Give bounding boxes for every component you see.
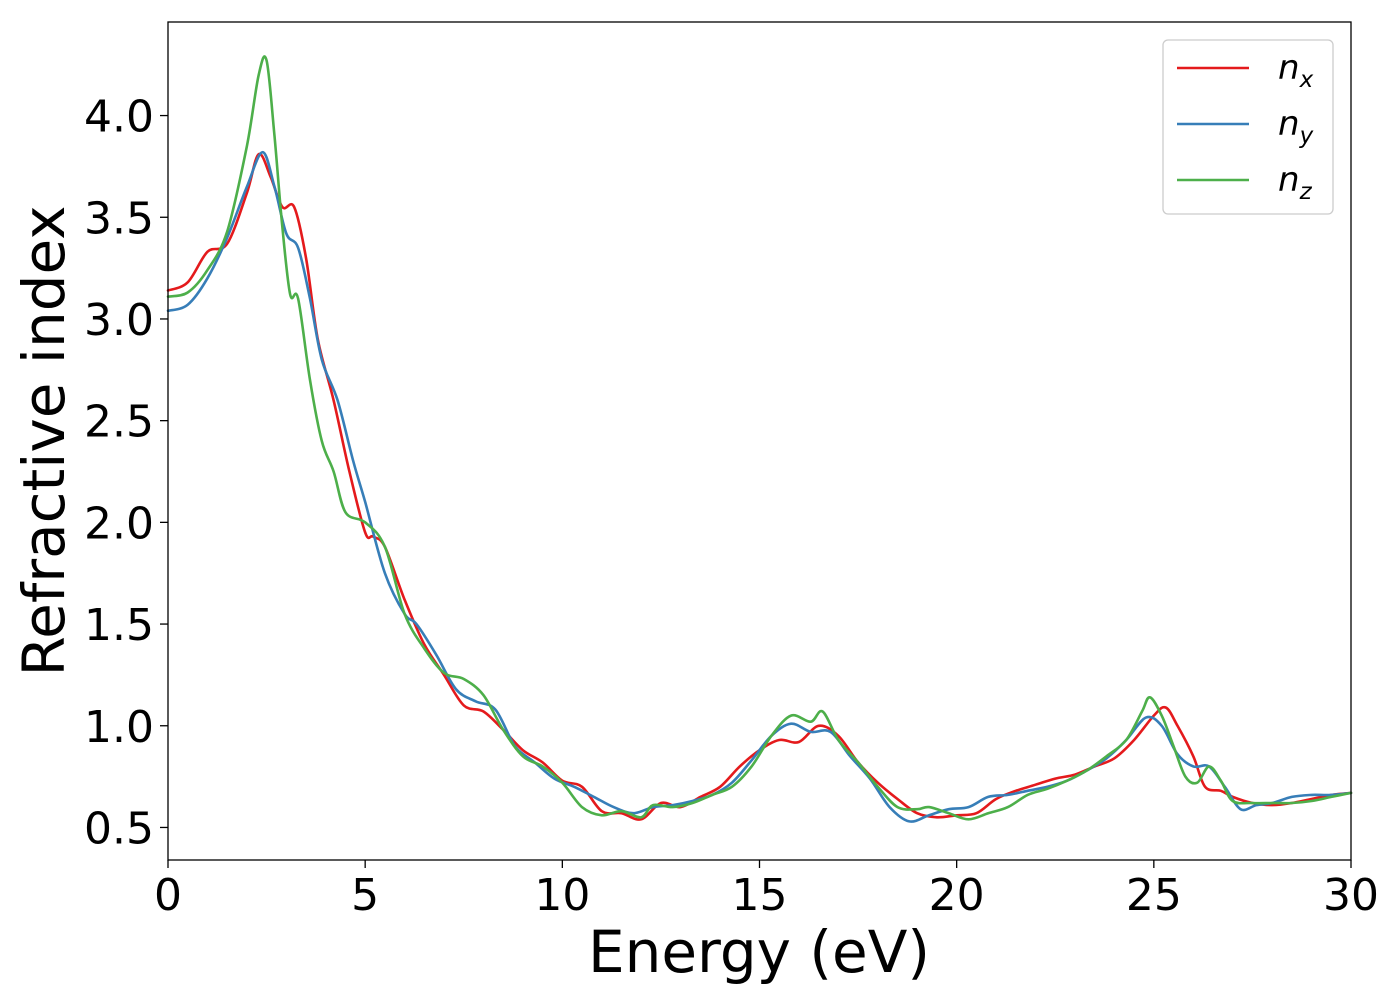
y-axis-ticks: 0.5 1.0 1.5 2.0 2.5 3.0 3.5 4.0	[84, 92, 168, 854]
legend-label-n-x: nx	[1278, 48, 1314, 93]
x-tick-label: 15	[732, 870, 788, 921]
legend-label-n-y: ny	[1278, 104, 1314, 149]
legend-box	[1162, 39, 1334, 215]
y-tick-label: 2.5	[84, 397, 154, 448]
y-tick-label: 2.0	[84, 498, 154, 549]
y-tick-label: 1.5	[84, 600, 154, 651]
legend: nx ny nz	[1162, 39, 1334, 215]
x-tick-label: 10	[534, 870, 590, 921]
series-line-n-y	[166, 150, 1353, 823]
x-tick-label: 5	[351, 870, 379, 921]
y-tick-label: 4.0	[84, 92, 154, 143]
x-tick-label: 30	[1323, 870, 1379, 921]
y-tick-label: 0.5	[84, 803, 154, 854]
y-tick-label: 3.5	[84, 193, 154, 244]
series-layer	[166, 55, 1353, 823]
series-line-n-z	[166, 55, 1353, 821]
x-axis-ticks: 0 5 10 15 20 25 30	[154, 860, 1379, 921]
y-tick-label: 3.0	[84, 295, 154, 346]
x-axis-title: Energy (eV)	[588, 918, 930, 986]
y-axis-title: Refractive index	[10, 205, 78, 676]
x-tick-label: 25	[1126, 870, 1182, 921]
legend-label-n-z: nz	[1278, 160, 1313, 205]
series-line-n-x	[166, 152, 1353, 821]
y-tick-label: 1.0	[84, 702, 154, 753]
x-tick-label: 0	[154, 870, 182, 921]
x-tick-label: 20	[929, 870, 985, 921]
